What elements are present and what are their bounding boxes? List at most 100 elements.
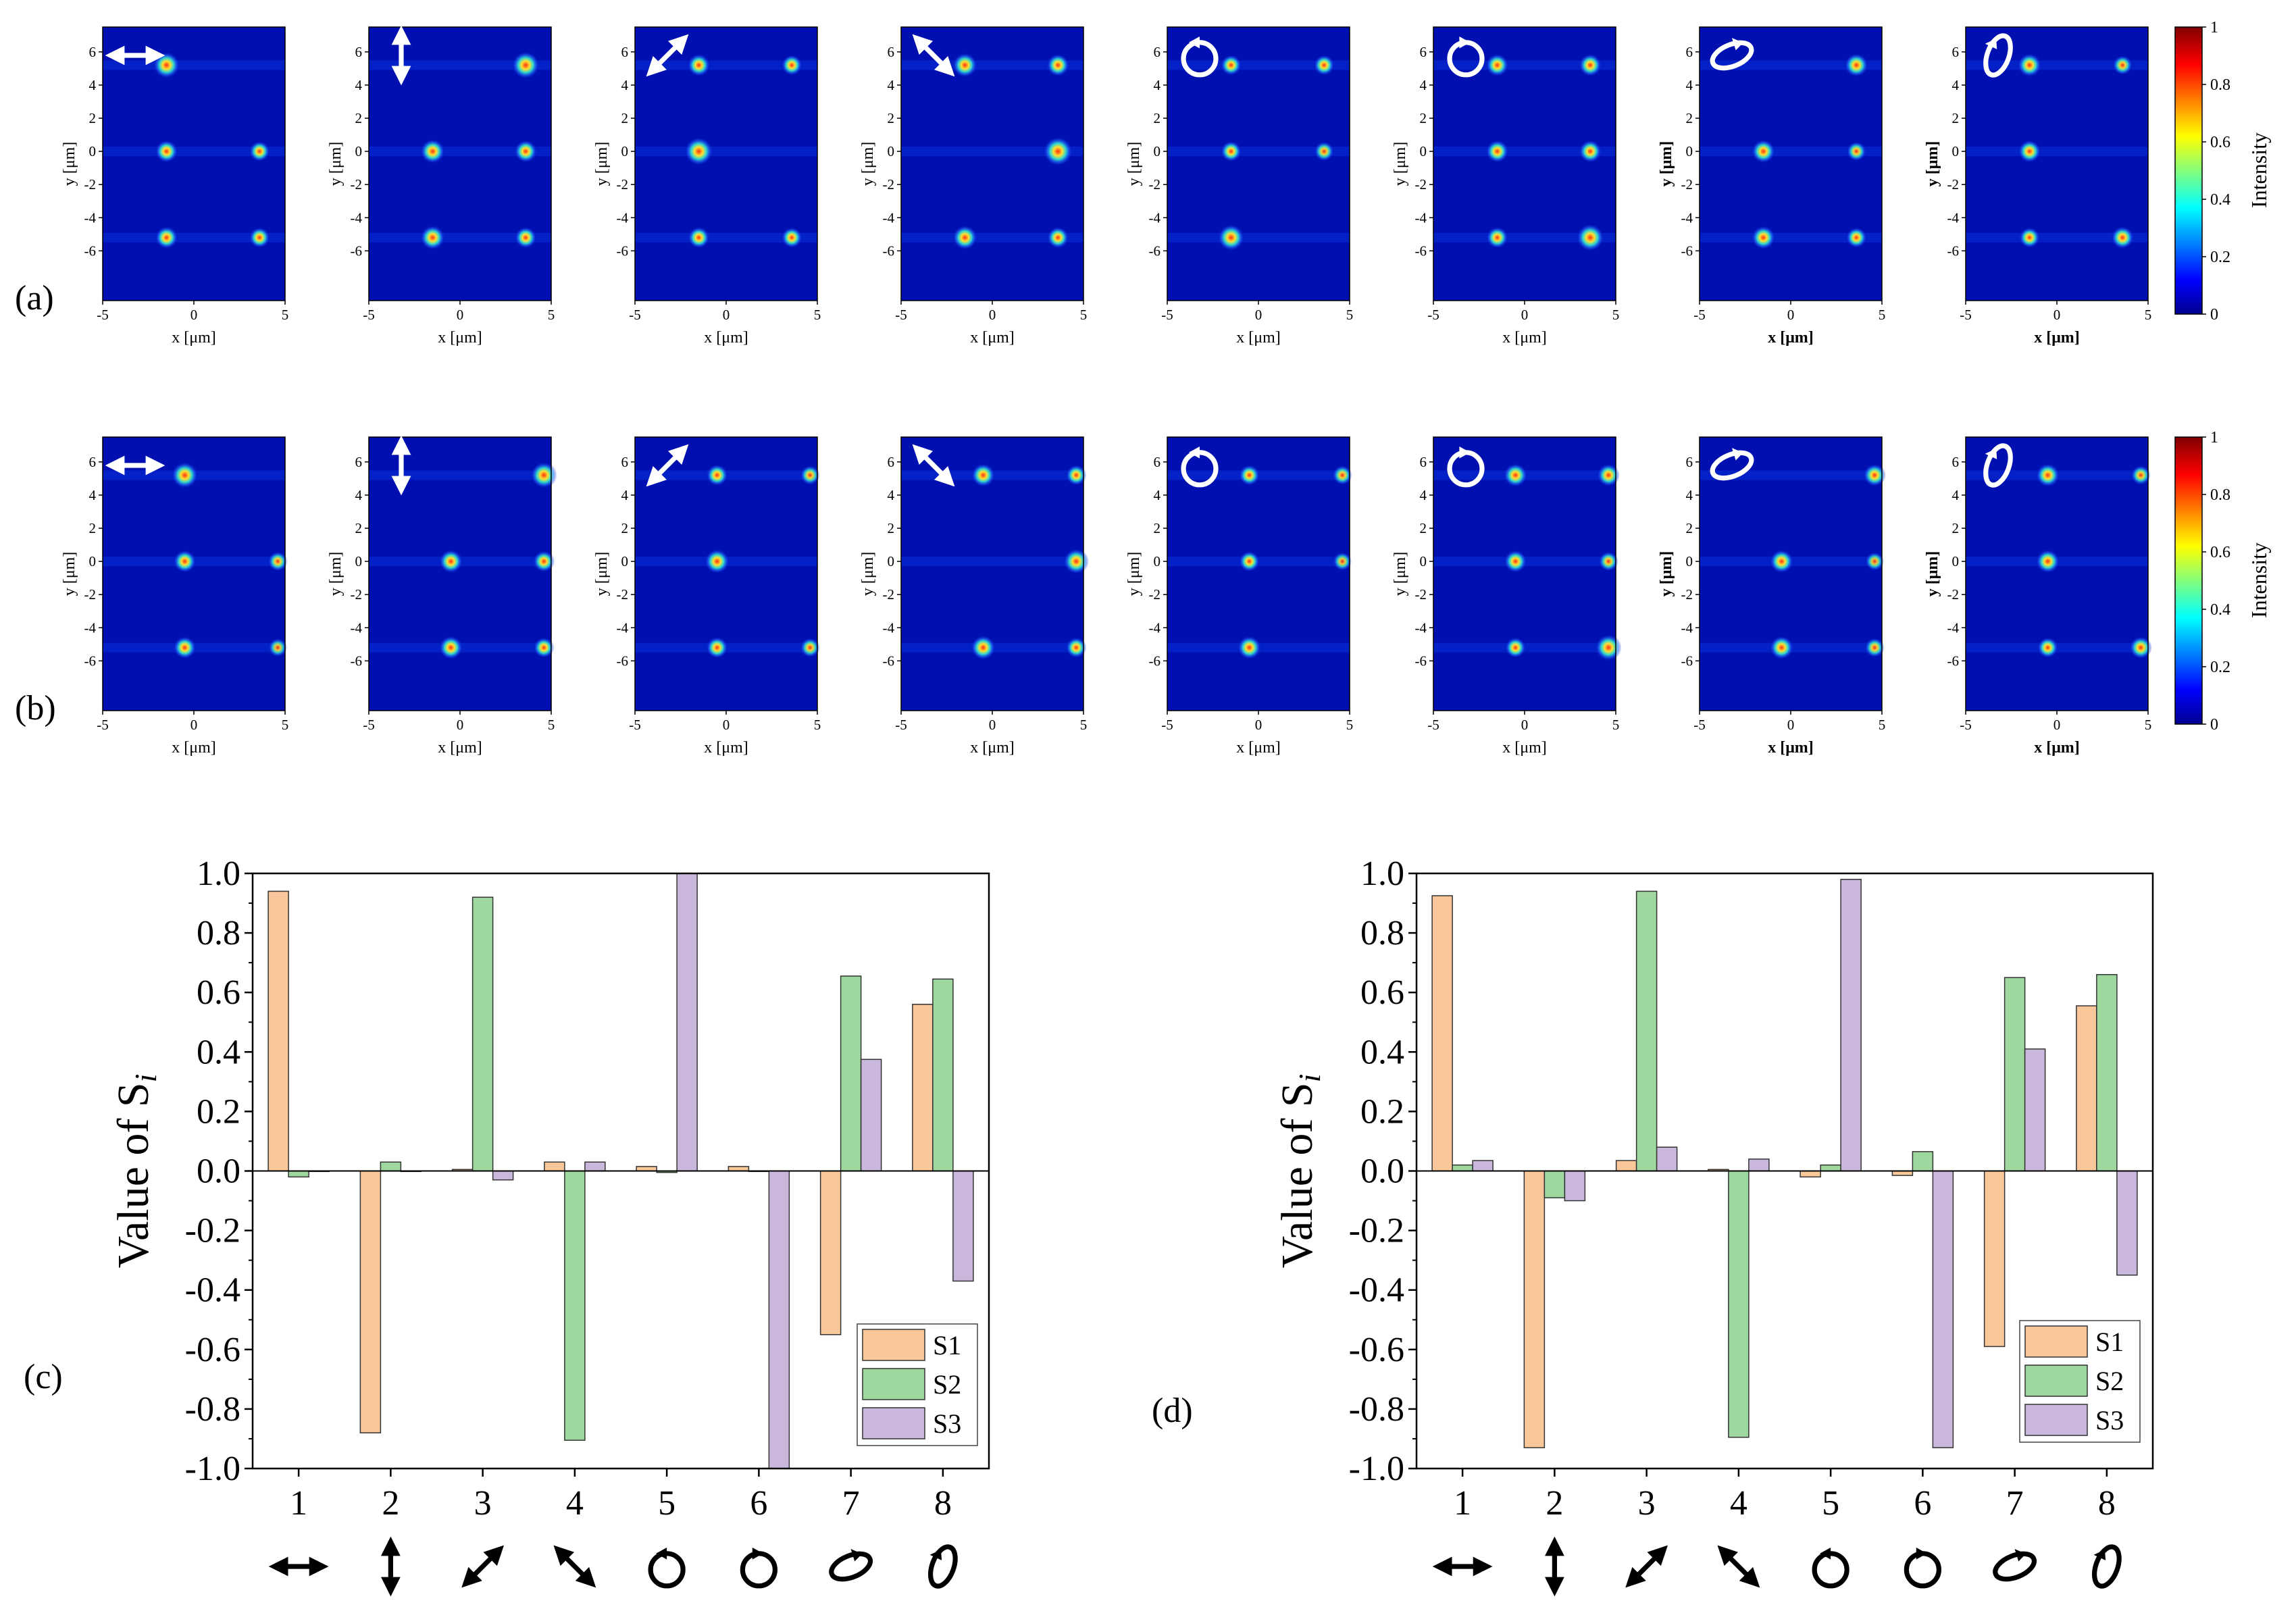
y-tick-label: -0.6 [185, 1331, 240, 1369]
intensity-spot [952, 225, 977, 250]
y-axis-label: y [μm] [1658, 551, 1675, 597]
intensity-spot [952, 53, 977, 78]
y-tick-label: 6 [1420, 44, 1427, 60]
linear-diagonal-135-arrow-icon [912, 444, 955, 487]
y-axis-label: y [μm] [61, 142, 78, 186]
y-tick-label: 0 [1952, 143, 1960, 159]
intensity-spot [1863, 463, 1886, 487]
intensity-spot [533, 551, 555, 573]
heatmap-subplot: 6 4 2 0 -2 -4 -6 -5 0 5 x [μm] y [μm] [593, 436, 821, 757]
x-tick-label: 5 [1080, 307, 1088, 323]
y-tick-label: 6 [1686, 44, 1693, 60]
intensity-spot [268, 638, 288, 657]
bar-s3 [1564, 1170, 1586, 1202]
y-tick-label: 4 [621, 77, 629, 93]
heatmap-subplot: 6 4 2 0 -2 -4 -6 -5 0 5 x [μm] y [μm] [1658, 436, 1886, 757]
y-tick-label: 2 [621, 110, 629, 126]
x-tick-label: 5 [1879, 717, 1886, 733]
bar-s3 [1472, 1160, 1494, 1172]
heatmap-streak [1167, 232, 1350, 243]
intensity-spot [706, 636, 728, 659]
x-tick-label: 8 [2098, 1484, 2116, 1523]
y-tick-label: 0.4 [1360, 1033, 1404, 1071]
intensity-spot [1065, 637, 1087, 659]
intensity-spot [2131, 465, 2151, 486]
y-tick-label: -2 [883, 586, 895, 603]
intensity-spot [2018, 53, 2041, 77]
y-tick-label: 0 [1154, 143, 1161, 159]
x-tick-label: 5 [282, 307, 289, 323]
intensity-spot [1221, 141, 1242, 162]
intensity-spot [1332, 465, 1352, 486]
x-tick-label: 5 [548, 307, 555, 323]
y-tick-label: 6 [89, 454, 97, 470]
x-tick-label: 4 [1730, 1484, 1747, 1523]
intensity-spot [1065, 465, 1087, 486]
y-tick-label: 0.0 [197, 1152, 240, 1191]
x-tick-label: 0 [457, 717, 464, 733]
intensity-spot [1844, 53, 1868, 77]
heatmap-subplot: 6 4 2 0 -2 -4 -6 -5 0 5 x [μm] y [μm] [859, 26, 1088, 347]
heatmap-streak [1433, 147, 1616, 157]
y-tick-label: 6 [888, 44, 895, 60]
y-tick-label: 4 [1952, 77, 1960, 93]
intensity-spot [1486, 226, 1508, 249]
bar-s1 [359, 1170, 382, 1433]
x-axis-label: x [μm] [438, 329, 482, 347]
colorbar: 1 0.8 0.6 0.4 0.2 0 Intensity [2174, 19, 2271, 324]
y-tick-label: 4 [1686, 487, 1693, 503]
bar-s2 [380, 1161, 402, 1172]
x-tick-label: -5 [1693, 717, 1706, 733]
x-axis-label: x [μm] [172, 329, 216, 347]
bar-s3 [768, 1170, 790, 1469]
heatmap-background [1700, 437, 1882, 711]
intensity-spot [1063, 549, 1089, 574]
colorbar-tick-label: 0.8 [2210, 76, 2230, 94]
y-tick-label: -4 [84, 619, 97, 636]
x-tick-label: 5 [1080, 717, 1088, 733]
intensity-spot [439, 549, 463, 573]
bar-s1 [267, 890, 289, 1172]
y-tick-label: 2 [355, 110, 363, 126]
intensity-spot [420, 138, 445, 164]
y-tick-label: 6 [355, 454, 363, 470]
y-tick-label: -6 [351, 243, 363, 259]
intensity-spot [515, 226, 537, 249]
x-tick-label: 0 [1521, 717, 1529, 733]
y-tick-label: 6 [1154, 44, 1161, 60]
x-tick-label: 5 [1346, 307, 1354, 323]
x-tick-label: 1 [290, 1484, 307, 1523]
intensity-spot [1239, 551, 1260, 572]
y-tick-label: 0 [1686, 143, 1693, 159]
elliptical-vertical-icon [927, 1544, 958, 1589]
x-tick-label: 4 [566, 1484, 584, 1523]
y-tick-label: -0.2 [185, 1212, 240, 1250]
intensity-spot [173, 636, 197, 659]
y-tick-label: 2 [1420, 520, 1427, 536]
colorbar-tick-label: 0.4 [2210, 601, 2230, 619]
linear-diagonal-45-arrow-icon [1625, 1545, 1668, 1588]
y-tick-label: 2 [1420, 110, 1427, 126]
linear-diagonal-45-arrow-icon [461, 1545, 505, 1588]
circular-polarization-icon [740, 1548, 777, 1589]
y-tick-label: 4 [89, 77, 97, 93]
legend-label: S2 [933, 1369, 961, 1400]
panel-label-d: (d) [1152, 1392, 1193, 1430]
y-tick-label: -6 [883, 653, 895, 669]
intensity-spot [1595, 634, 1622, 661]
y-tick-label: 0 [355, 143, 363, 159]
y-tick-label: 0 [621, 553, 629, 569]
intensity-spot [1579, 53, 1602, 77]
x-tick-label: 5 [2145, 307, 2152, 323]
y-tick-label: -4 [351, 619, 363, 636]
y-tick-label: 0 [355, 553, 363, 569]
x-tick-label: -5 [1427, 717, 1439, 733]
bar-s1 [1431, 895, 1453, 1172]
y-tick-label: -2 [84, 176, 97, 193]
y-tick-label: 0.2 [1360, 1092, 1404, 1131]
heatmap-streak [635, 147, 817, 157]
y-tick-label: 0 [888, 143, 895, 159]
bar-s3 [1748, 1158, 1770, 1172]
y-axis-label: y [μm] [859, 552, 877, 596]
y-tick-label: -6 [617, 243, 629, 259]
